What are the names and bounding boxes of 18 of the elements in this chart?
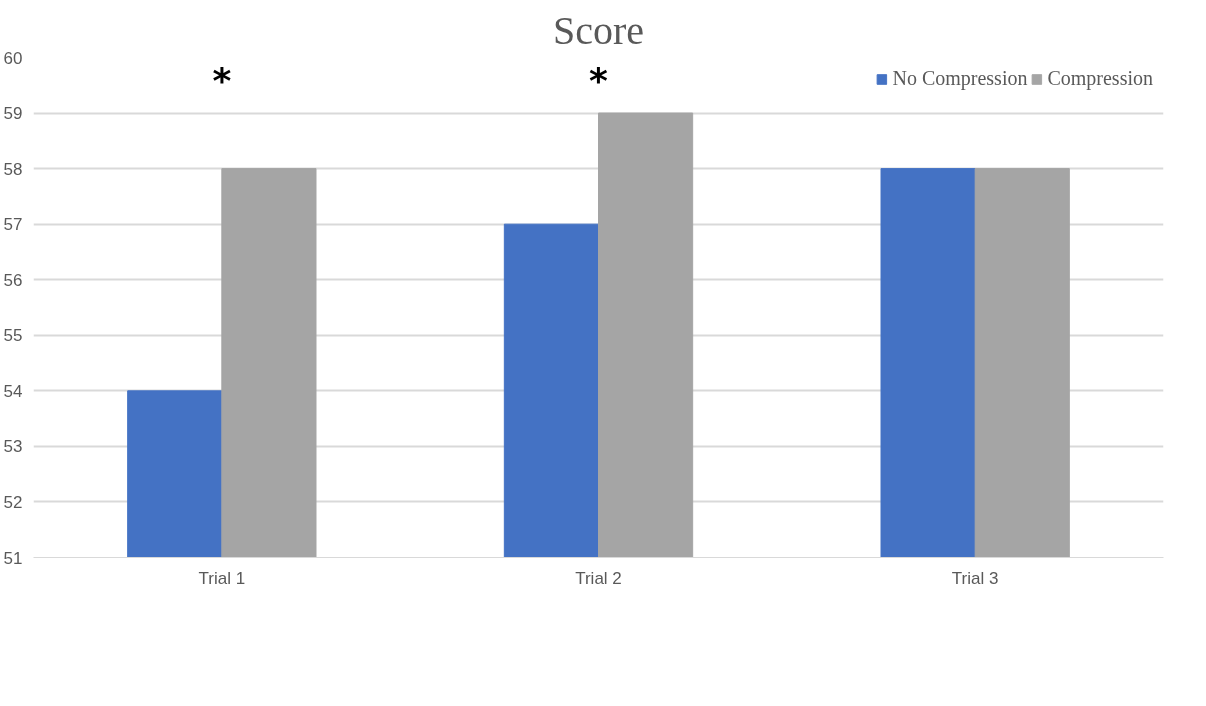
x-tick-label: Trial 1: [198, 568, 246, 588]
y-tick-label: 52: [3, 492, 23, 512]
annotation: *: [589, 59, 609, 101]
y-tick-label: 60: [3, 48, 23, 68]
y-tick-label: 59: [3, 104, 23, 124]
x-tick-label: Trial 3: [951, 568, 999, 588]
annotation: *: [212, 59, 232, 101]
y-tick-label: 54: [3, 381, 23, 401]
y-tick-label: 51: [3, 548, 23, 568]
x-tick-label: Trial 2: [575, 568, 622, 588]
y-tick-label: 56: [3, 270, 23, 290]
y-tick-label: 55: [3, 326, 23, 346]
legend-label: Compression: [1047, 67, 1153, 90]
legend-label: No Compression: [892, 67, 1028, 90]
chart-title: Score: [552, 7, 645, 53]
y-tick-label: 58: [3, 159, 23, 179]
y-tick-label: 57: [3, 215, 23, 235]
y-tick-label: 53: [3, 437, 23, 457]
